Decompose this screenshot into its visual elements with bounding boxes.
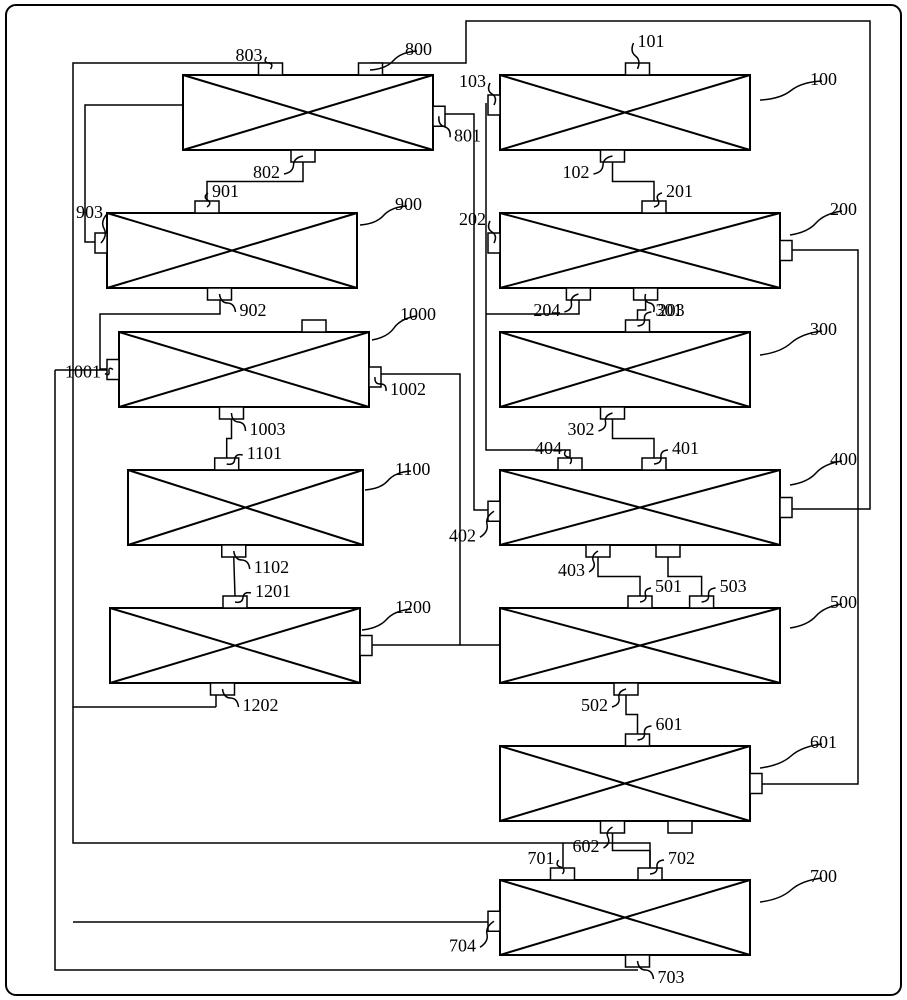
port-1000t bbox=[302, 320, 326, 332]
label-500-37: 500 bbox=[830, 592, 857, 612]
label-400-29: 400 bbox=[830, 449, 857, 469]
label-403-31: 403 bbox=[558, 560, 585, 580]
wire-0 bbox=[613, 162, 655, 201]
wire-14 bbox=[370, 21, 870, 509]
label-502-38: 502 bbox=[581, 695, 608, 715]
label-703-46: 703 bbox=[658, 967, 685, 987]
label-1202-36: 1202 bbox=[243, 695, 279, 715]
label-1002-20: 1002 bbox=[390, 379, 426, 399]
wires-layer bbox=[55, 21, 870, 970]
port-601b2 bbox=[668, 821, 692, 833]
label-702-43: 702 bbox=[668, 848, 695, 868]
port-1200r bbox=[360, 636, 372, 656]
wire-3 bbox=[598, 557, 640, 596]
label-1102-28: 1102 bbox=[254, 557, 289, 577]
label-301-17: 301 bbox=[656, 300, 683, 320]
label-704-45: 704 bbox=[449, 935, 476, 955]
block-900 bbox=[107, 213, 357, 288]
label-601-40: 601 bbox=[810, 732, 837, 752]
label-302-23: 302 bbox=[568, 419, 595, 439]
wire-24 bbox=[486, 242, 570, 470]
wire-6 bbox=[613, 833, 651, 868]
label-401-25: 401 bbox=[672, 438, 699, 458]
label-1100-27: 1100 bbox=[395, 459, 430, 479]
label-601-39: 601 bbox=[656, 714, 683, 734]
block-500 bbox=[500, 608, 780, 683]
port-400b2 bbox=[656, 545, 680, 557]
outer-frame bbox=[6, 5, 901, 995]
label-200-14: 200 bbox=[830, 199, 857, 219]
label-402-30: 402 bbox=[449, 525, 476, 545]
label-1003-21: 1003 bbox=[250, 419, 286, 439]
label-802-3: 802 bbox=[253, 162, 280, 182]
wire-9 bbox=[234, 557, 235, 596]
label-201-13: 201 bbox=[666, 181, 693, 201]
block-400 bbox=[500, 470, 780, 545]
label-100-6: 100 bbox=[810, 69, 837, 89]
block-601b bbox=[500, 746, 750, 821]
label-1101-26: 1101 bbox=[247, 443, 282, 463]
wire-2 bbox=[613, 419, 655, 458]
label-503-33: 503 bbox=[720, 576, 747, 596]
label-501-32: 501 bbox=[655, 576, 682, 596]
block-1100 bbox=[128, 470, 363, 545]
label-801-2: 801 bbox=[454, 125, 481, 145]
port-400r bbox=[780, 498, 792, 518]
label-800-1: 800 bbox=[405, 39, 432, 59]
label-101-5: 101 bbox=[638, 31, 665, 51]
label-1001-19: 1001 bbox=[65, 362, 101, 382]
block-1000 bbox=[119, 332, 369, 407]
label-900-10: 900 bbox=[395, 194, 422, 214]
label-903-8: 903 bbox=[76, 202, 103, 222]
label-701-42: 701 bbox=[528, 848, 555, 868]
label-102-7: 102 bbox=[563, 162, 590, 182]
block-200 bbox=[500, 213, 780, 288]
label-103-4: 103 bbox=[459, 71, 486, 91]
label-300-22: 300 bbox=[810, 319, 837, 339]
label-902-11: 902 bbox=[240, 300, 267, 320]
label-404-24: 404 bbox=[535, 438, 562, 458]
label-204-15: 204 bbox=[533, 300, 560, 320]
block-300 bbox=[500, 332, 750, 407]
label-1201-34: 1201 bbox=[255, 581, 291, 601]
block-800 bbox=[183, 75, 433, 150]
port-200r bbox=[780, 241, 792, 261]
diagram-canvas: 803 800 801 802 103 101 100 102 903 901 900 902 202 2… bbox=[0, 0, 907, 1000]
label-901-9: 901 bbox=[212, 181, 239, 201]
label-700-44: 700 bbox=[810, 866, 837, 886]
label-1200-35: 1200 bbox=[395, 597, 431, 617]
label-803-0: 803 bbox=[236, 45, 263, 65]
label-202-12: 202 bbox=[459, 209, 486, 229]
wire-8 bbox=[227, 419, 232, 458]
wire-15 bbox=[750, 250, 858, 784]
wire-20 bbox=[73, 63, 272, 707]
block-1200 bbox=[110, 608, 360, 683]
block-700 bbox=[500, 880, 750, 955]
wire-5 bbox=[626, 695, 638, 734]
label-602-41: 602 bbox=[573, 836, 600, 856]
block-100 bbox=[500, 75, 750, 150]
label-1000-18: 1000 bbox=[400, 304, 436, 324]
port-601r bbox=[750, 774, 762, 794]
